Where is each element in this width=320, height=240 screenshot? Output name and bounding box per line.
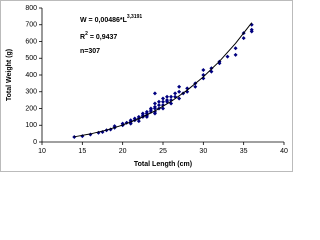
fit-curve [74, 22, 253, 138]
y-tick-label: 500 [25, 55, 37, 62]
data-point [161, 96, 165, 101]
data-point [136, 119, 141, 124]
data-point [233, 46, 238, 51]
data-point [152, 101, 157, 106]
data-point [193, 84, 198, 89]
data-point [225, 54, 230, 59]
x-tick-label: 25 [159, 148, 167, 155]
data-point [152, 91, 157, 96]
y-tick-label: 400 [25, 72, 37, 79]
r-power: 2 [85, 31, 88, 37]
chart: W = 0,00486*L3,3191 R2 = 0,9437 n=307 Tot… [0, 0, 293, 172]
x-tick-label: 40 [280, 148, 288, 155]
x-tick-label: 20 [119, 148, 127, 155]
y-tick-label: 0 [33, 139, 37, 146]
data-point [156, 103, 161, 108]
data-point [161, 106, 165, 111]
x-tick-label: 35 [240, 148, 248, 155]
equation: W = 0,00486*L3,3191 [80, 14, 142, 24]
data-point [233, 52, 238, 57]
data-point [177, 84, 182, 89]
y-axis-title: Total Weight (g) [6, 49, 13, 101]
data-point [209, 66, 214, 71]
data-point [161, 99, 165, 104]
data-point [140, 111, 145, 116]
y-tick-label: 800 [25, 5, 37, 12]
data-point [156, 99, 161, 104]
x-tick-label: 30 [199, 148, 207, 155]
r-value: = 0,9437 [90, 34, 118, 41]
x-tick-label: 15 [78, 148, 86, 155]
x-tick-label: 10 [38, 148, 46, 155]
data-point [177, 96, 182, 101]
data-point [201, 67, 206, 72]
data-point [249, 29, 254, 34]
data-point [152, 104, 157, 109]
y-tick-label: 600 [25, 38, 37, 45]
data-point [241, 36, 246, 41]
data-point [144, 109, 149, 114]
x-axis-title: Total Length (cm) [134, 161, 192, 168]
data-point [72, 134, 77, 139]
y-tick-label: 700 [25, 22, 37, 29]
data-point [148, 106, 153, 111]
data-point [173, 91, 178, 96]
data-point [165, 94, 170, 99]
equation-text: W = 0,00486*L [80, 17, 128, 24]
y-tick-label: 200 [25, 105, 37, 112]
y-tick-label: 100 [25, 122, 37, 129]
equation-exponent: 3,3191 [127, 14, 143, 20]
data-point [169, 94, 174, 99]
data-point [165, 98, 170, 103]
sample-size: n=307 [80, 48, 100, 55]
y-tick-label: 300 [25, 89, 37, 96]
r-label: R [80, 34, 85, 41]
data-point [152, 111, 157, 116]
r-squared: R2 = 0,9437 [80, 31, 117, 41]
data-point [177, 89, 182, 94]
